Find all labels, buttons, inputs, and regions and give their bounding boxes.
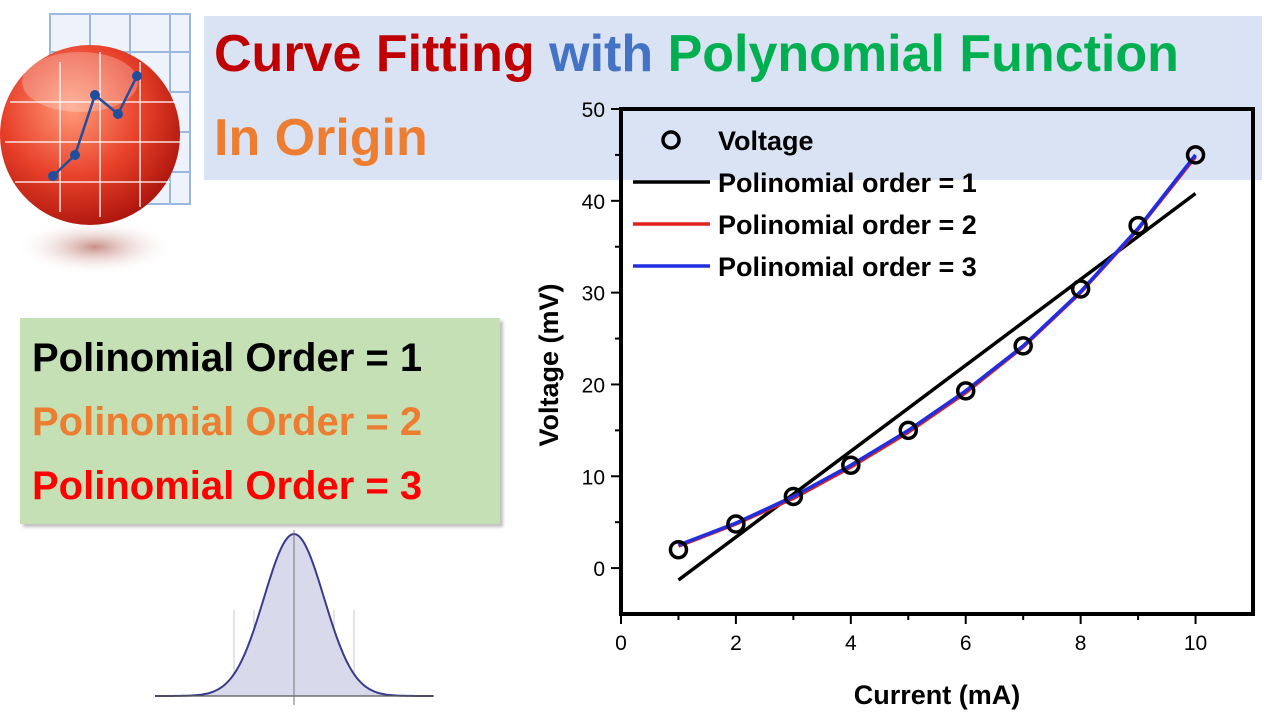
y-tick-label: 40 [582,191,605,214]
order-item-2: Polinomial Order = 2 [32,400,423,444]
title-word-polynomial-function: Polynomial Function [667,25,1179,83]
voltage-current-chart: 0 2 4 6 8 10 0 10 20 30 40 50 Voltage Polinomial ord… [534,99,1255,710]
origin-logo-icon [0,13,191,275]
data-point [726,514,746,534]
x-tick-label: 8 [1075,632,1087,655]
legend-label: Polinomial order = 1 [718,168,977,198]
data-point [841,455,861,476]
y-tick-label: 30 [582,283,605,306]
page-title: Curve Fitting with Polynomial Function [214,28,1179,80]
x-tick-label: 4 [845,632,857,655]
page-subtitle: In Origin [214,109,428,167]
data-point [1128,215,1148,236]
data-point [1013,336,1033,356]
data-point [1070,279,1091,299]
data-point [955,381,976,401]
legend-swatch [661,130,681,150]
plot-frame [619,107,1255,616]
data-point [783,486,804,507]
x-tick-label: 10 [1184,632,1207,655]
y-tick-label: 0 [593,558,605,581]
y-tick-label: 20 [582,374,605,397]
title-word-curve-fitting: Curve Fitting [214,25,535,83]
y-tick-label: 10 [582,466,605,489]
title-word-with: with [549,25,654,83]
gaussian-curve-icon [155,530,434,705]
legend-label: Polinomial order = 3 [718,252,977,282]
legend-label: Voltage [718,126,814,156]
x-tick-label: 6 [960,632,972,655]
order-item-1: Polinomial Order = 1 [32,336,423,380]
x-tick-label: 2 [730,632,742,655]
x-tick-label: 0 [615,632,627,655]
y-axis-label: Voltage (mV) [534,283,564,446]
order-list-box: Polinomial Order = 1 Polinomial Order = … [20,318,500,524]
data-point [1185,145,1206,165]
data-point [898,420,919,441]
legend-label: Polinomial order = 2 [718,210,977,240]
y-tick-label: 50 [582,99,605,122]
data-point [668,539,689,560]
order-item-3: Polinomial Order = 3 [32,464,423,508]
title-banner [204,16,1262,180]
fit-line-order-3 [677,153,1197,547]
x-axis-label: Current (mA) [854,680,1021,710]
